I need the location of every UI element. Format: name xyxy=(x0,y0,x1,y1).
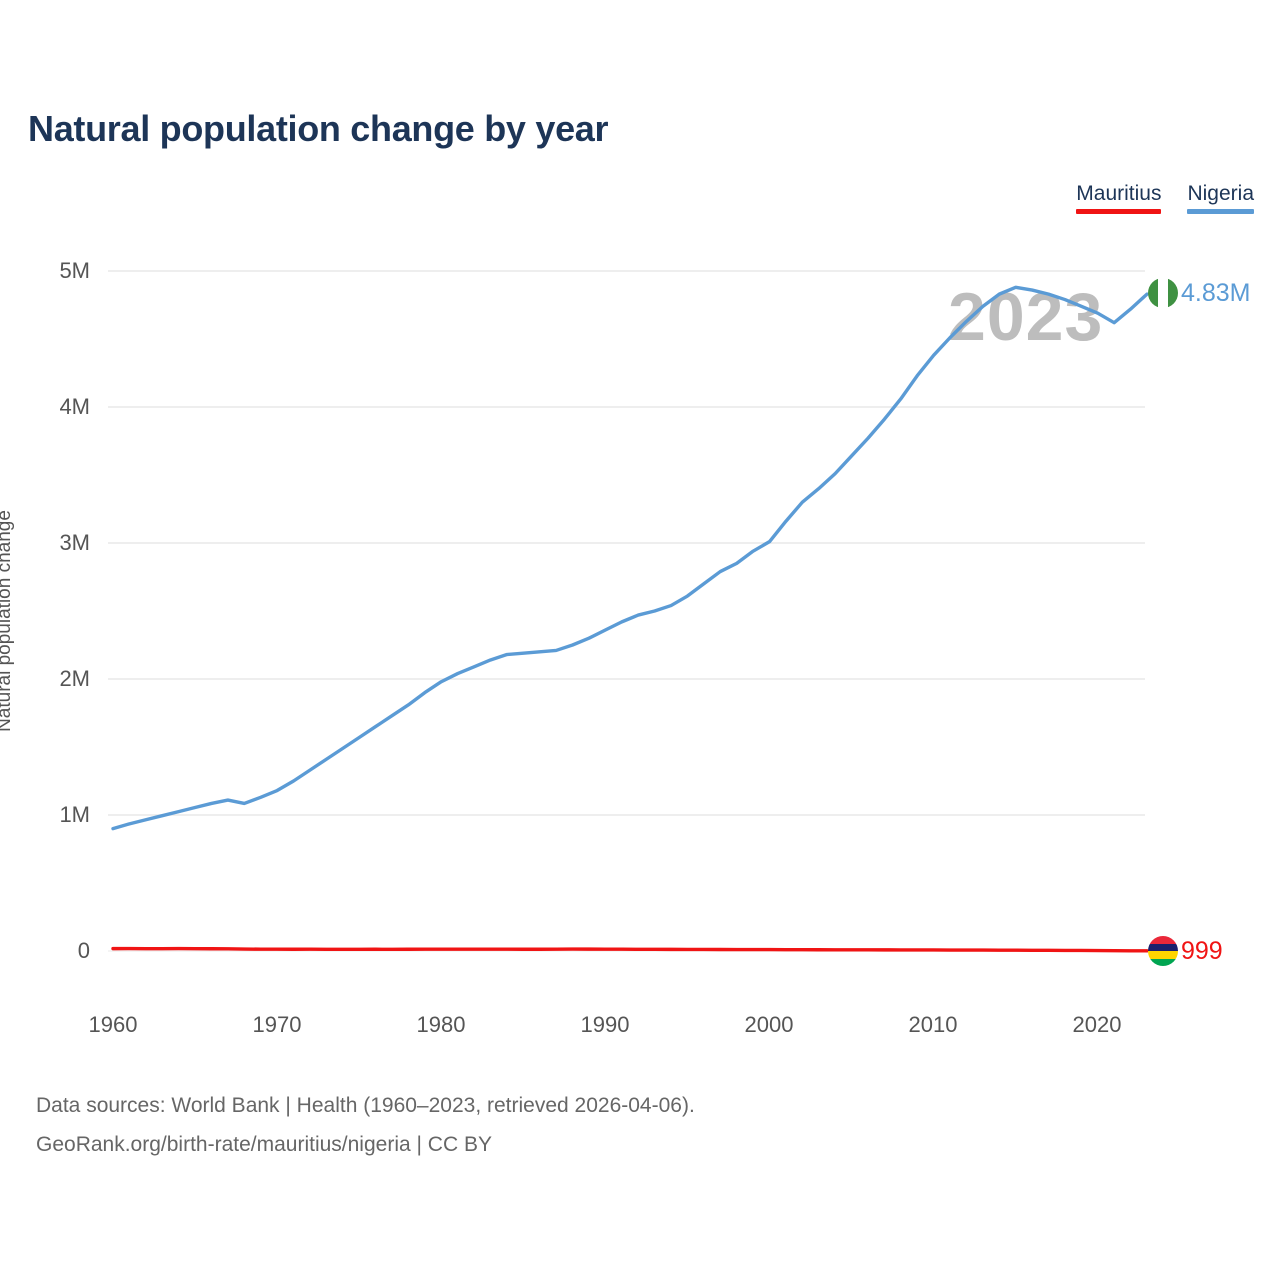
x-tick-1960: 1960 xyxy=(88,1012,138,1037)
line-series-nigeria xyxy=(111,285,1149,831)
mauritius-endpoint-value: 999 xyxy=(1181,936,1223,965)
mauritius-flag-icon xyxy=(1148,936,1178,966)
page-title: Natural population change by year xyxy=(28,108,609,149)
footer: Data sources: World Bank | Health (1960–… xyxy=(36,1086,695,1164)
y-tick-0: 0 xyxy=(77,938,90,963)
legend-item-mauritius[interactable]: Mauritius xyxy=(1076,182,1162,214)
legend-swatch-nigeria xyxy=(1187,209,1254,214)
y-tick-3M: 3M xyxy=(59,530,90,555)
line-series-mauritius xyxy=(111,946,1149,953)
footer-attribution: GeoRank.org/birth-rate/mauritius/nigeria… xyxy=(36,1133,492,1156)
y-tick-4M: 4M xyxy=(59,394,90,419)
nigeria-flag-icon xyxy=(1148,278,1178,308)
legend-item-nigeria[interactable]: Nigeria xyxy=(1187,182,1254,214)
x-tick-1970: 1970 xyxy=(252,1012,302,1037)
mauritius-endpoint[interactable]: 999 xyxy=(1148,936,1223,966)
nigeria-endpoint[interactable]: 4.83M xyxy=(1148,278,1250,308)
legend-label-mauritius: Mauritius xyxy=(1076,182,1162,205)
chart-legend: Mauritius Nigeria xyxy=(1076,182,1254,214)
nigeria-endpoint-value: 4.83M xyxy=(1181,278,1251,307)
x-tick-2020: 2020 xyxy=(1072,1012,1122,1037)
x-tick-2010: 2010 xyxy=(908,1012,958,1037)
y-tick-2M: 2M xyxy=(59,666,90,691)
legend-swatch-mauritius xyxy=(1076,209,1162,214)
footer-data-sources: Data sources: World Bank | Health (1960–… xyxy=(36,1094,695,1117)
x-tick-1990: 1990 xyxy=(580,1012,630,1037)
gridlines xyxy=(108,270,1145,952)
x-tick-1980: 1980 xyxy=(416,1012,466,1037)
legend-label-nigeria: Nigeria xyxy=(1187,182,1254,205)
x-tick-2000: 2000 xyxy=(744,1012,794,1037)
y-tick-1M: 1M xyxy=(59,802,90,827)
y-tick-5M: 5M xyxy=(59,258,90,283)
